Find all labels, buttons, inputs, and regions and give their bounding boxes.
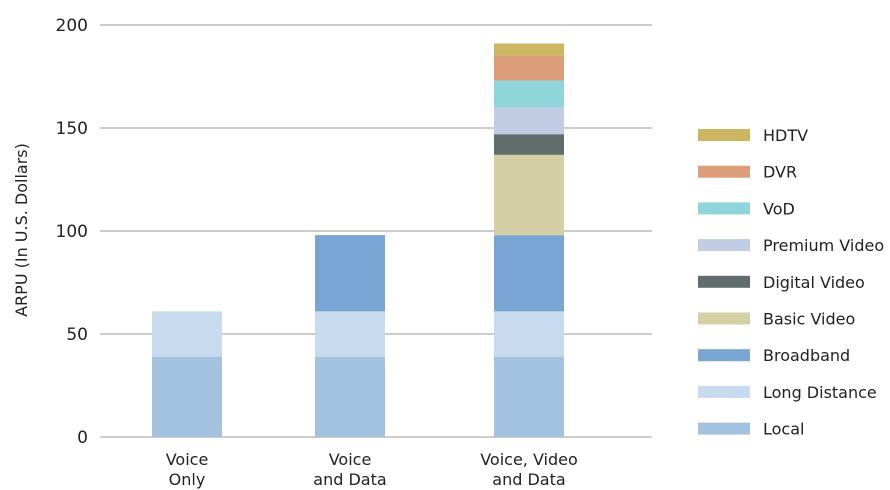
legend-swatch — [698, 312, 750, 325]
bar-segment-long-distance — [152, 311, 222, 357]
legend-swatch — [698, 165, 750, 178]
x-category-label: Voice — [166, 450, 209, 469]
legend-label: VoD — [763, 199, 795, 218]
legend-swatch — [698, 422, 750, 435]
y-tick-label: 50 — [66, 325, 88, 345]
legend-label: DVR — [763, 163, 797, 182]
legend-swatch — [698, 239, 750, 252]
bar-segment-local — [315, 356, 385, 437]
x-category-label: Only — [169, 470, 206, 489]
x-category-label: and Data — [492, 470, 565, 489]
legend-label: Digital Video — [763, 273, 865, 292]
y-tick-label: 100 — [56, 222, 88, 242]
legend-swatch — [698, 275, 750, 288]
bar-segment-vod — [494, 80, 564, 108]
legend-swatch — [698, 385, 750, 398]
bar-segment-long-distance — [315, 311, 385, 357]
y-tick-label: 0 — [77, 428, 88, 448]
legend-label: Local — [763, 420, 804, 439]
y-axis-title: ARPU (In U.S. Dollars) — [12, 143, 31, 317]
bar-segment-basic-video — [494, 154, 564, 236]
bar-segment-broadband — [315, 235, 385, 312]
legend-label: Long Distance — [763, 383, 877, 402]
legend-swatch — [698, 129, 750, 141]
y-tick-label: 200 — [56, 16, 88, 36]
y-axis-ticks: 0 50 100 150 200 — [56, 16, 88, 448]
legend: HDTV DVR VoD Premium Video Digital Video Basi… — [698, 126, 884, 439]
bar-segment-hdtv — [494, 43, 564, 56]
legend-label: Broadband — [763, 346, 850, 365]
bar-segment-broadband — [494, 235, 564, 312]
x-category-label: Voice, Video — [480, 450, 578, 469]
legend-label: HDTV — [763, 126, 808, 145]
bars — [152, 43, 564, 437]
bar-segment-premium-video — [494, 107, 564, 135]
bar-segment-dvr — [494, 55, 564, 81]
bar-segment-digital-video — [494, 134, 564, 155]
x-category-label: and Data — [313, 470, 386, 489]
legend-swatch — [698, 349, 750, 362]
bar-segment-local — [494, 356, 564, 437]
legend-label: Premium Video — [763, 236, 884, 255]
y-tick-label: 150 — [56, 119, 88, 139]
legend-label: Basic Video — [763, 310, 855, 329]
legend-swatch — [698, 202, 750, 215]
bar-segment-long-distance — [494, 311, 564, 357]
bar-segment-local — [152, 356, 222, 437]
x-category-label: Voice — [329, 450, 372, 469]
